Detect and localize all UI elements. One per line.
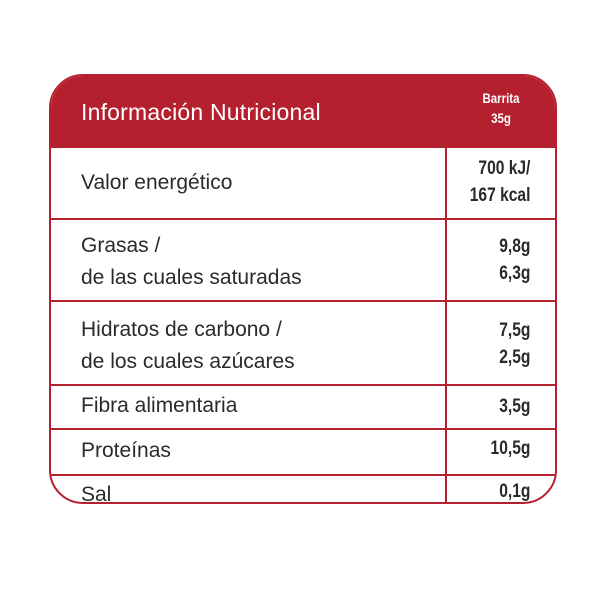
table-row: Sal 0,1g [51,474,555,504]
nutrient-name: Grasas / de las cuales saturadas [81,230,302,294]
table-row: Fibra alimentaria 3,5g [51,384,555,428]
nutrient-name-line1: Grasas / [81,234,161,257]
nutrient-name-line1: Proteínas [81,439,171,462]
nutrient-name-line1: Valor energético [81,171,233,194]
serving-size: 35g [491,110,511,126]
nutrient-name: Hidratos de carbono / de los cuales azúc… [81,314,295,378]
nutrient-value-line1: 7,5g [499,320,531,341]
nutrient-name-line1: Fibra alimentaria [81,394,238,417]
column-divider [445,148,447,502]
table-row: Proteínas 10,5g [51,428,555,474]
nutrient-value: 0,1g [466,478,555,502]
nutrient-value-line2: 167 kcal [469,185,531,206]
nutrient-name: Proteínas [81,435,171,467]
nutrient-name: Valor energético [81,167,232,199]
nutrient-value-line1: 700 kJ/ [478,158,531,179]
table-row: Grasas / de las cuales saturadas 9,8g 6,… [51,218,555,300]
nutrient-value: 700 kJ/ 167 kcal [466,155,555,209]
nutrient-name: Fibra alimentaria [81,390,237,422]
nutrient-value: 9,8g 6,3g [466,233,555,287]
nutrient-name-line2: de los cuales azúcares [81,350,295,373]
serving-column-header: Barrita 35g [457,88,546,128]
nutrient-value: 10,5g [466,435,555,462]
nutrient-value: 7,5g 2,5g [466,317,555,371]
nutrient-value-line2: 2,5g [499,347,531,368]
serving-name: Barrita [482,90,520,106]
nutrient-value-line1: 10,5g [490,438,531,459]
nutrient-value: 3,5g [466,393,555,420]
nutrient-name-line1: Hidratos de carbono / [81,318,282,341]
nutrient-value-line1: 3,5g [499,396,531,417]
nutrition-header: Información Nutricional Barrita 35g [51,76,555,148]
nutrient-name-line1: Sal [81,483,112,504]
nutrient-value-line1: 0,1g [499,481,531,502]
table-row: Valor energético 700 kJ/ 167 kcal [51,148,555,218]
nutrient-name-line2: de las cuales saturadas [81,266,302,289]
nutrient-value-line1: 9,8g [499,236,531,257]
nutrition-label: Información Nutricional Barrita 35g Valo… [49,74,557,504]
table-row: Hidratos de carbono / de los cuales azúc… [51,300,555,384]
nutrition-title: Información Nutricional [81,99,321,125]
nutrient-name: Sal [81,479,112,504]
nutrient-value-line2: 6,3g [499,263,531,284]
